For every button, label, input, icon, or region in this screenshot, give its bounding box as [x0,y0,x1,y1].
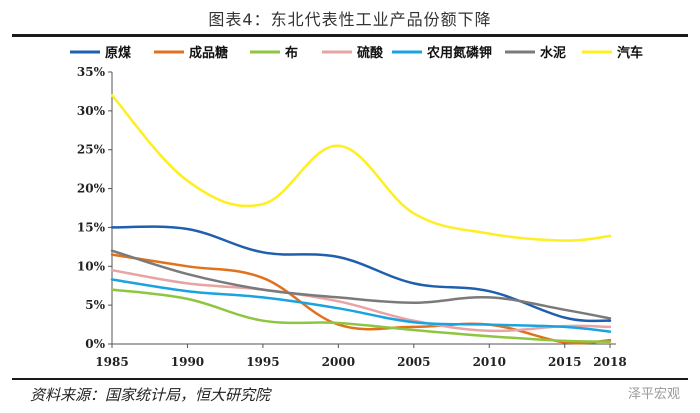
chart-title: 图表4：东北代表性工业产品份额下降 [208,10,492,29]
legend-label: 农用氮磷钾 [426,45,492,61]
x-tick-label: 2005 [397,355,430,369]
x-tick-label: 2015 [548,355,581,369]
legend-item: 原煤 [70,45,131,61]
watermark: 泽平宏观 [626,383,680,402]
legend-label: 汽车 [617,45,643,61]
legend-item: 汽车 [582,45,643,61]
series-line-0 [110,225,612,323]
x-tick-label: 2018 [593,355,626,369]
legend-label: 硫酸 [357,45,384,61]
x-tick-label: 1995 [246,355,279,369]
legend-label: 成品糖 [189,45,228,61]
top-rule [12,34,688,37]
legend-item: 硫酸 [322,45,384,61]
y-tick-label: 35% [77,65,106,79]
legend-item: 成品糖 [154,45,228,61]
x-tick-label: 1990 [171,355,204,369]
series-line-5 [110,249,612,320]
y-tick-label: 25% [77,143,106,157]
y-tick-label: 5% [85,298,105,312]
legend-label: 原煤 [105,45,131,61]
source-note: 资料来源：国家统计局，恒大研究院 [30,386,271,404]
legend-label: 布 [285,45,298,61]
y-tick-label: 20% [77,182,106,196]
series-line-4 [110,278,612,333]
legend-item: 农用氮磷钾 [392,45,492,61]
y-tick-label: 15% [77,220,106,234]
x-tick-label: 2000 [322,355,355,369]
y-tick-label: 30% [77,104,106,118]
series-line-6 [110,94,612,242]
y-tick-label: 0% [85,337,105,351]
x-tick-label: 2010 [473,355,506,369]
legend-item: 布 [250,45,298,61]
bottom-rule [12,378,688,380]
watermark-text: 泽平宏观 [627,387,680,402]
series-line-2 [110,288,612,343]
legend: 原煤 成品糖 布 硫酸 农用氮磷钾 水泥 汽车 [70,45,643,61]
series-lines [110,94,612,345]
legend-item: 水泥 [505,45,566,61]
axes: 0% 5% 10% 15% 20% 25% 30% 35% 1985 1990 1995 2000 20… [77,65,627,369]
line-chart: 原煤 成品糖 布 硫酸 农用氮磷钾 水泥 汽车 0% 5% 10% 15% 20% 25% 30% 35%… [70,45,643,369]
x-tick-label: 1985 [95,355,128,369]
legend-label: 水泥 [540,45,566,61]
y-tick-label: 10% [77,259,106,273]
